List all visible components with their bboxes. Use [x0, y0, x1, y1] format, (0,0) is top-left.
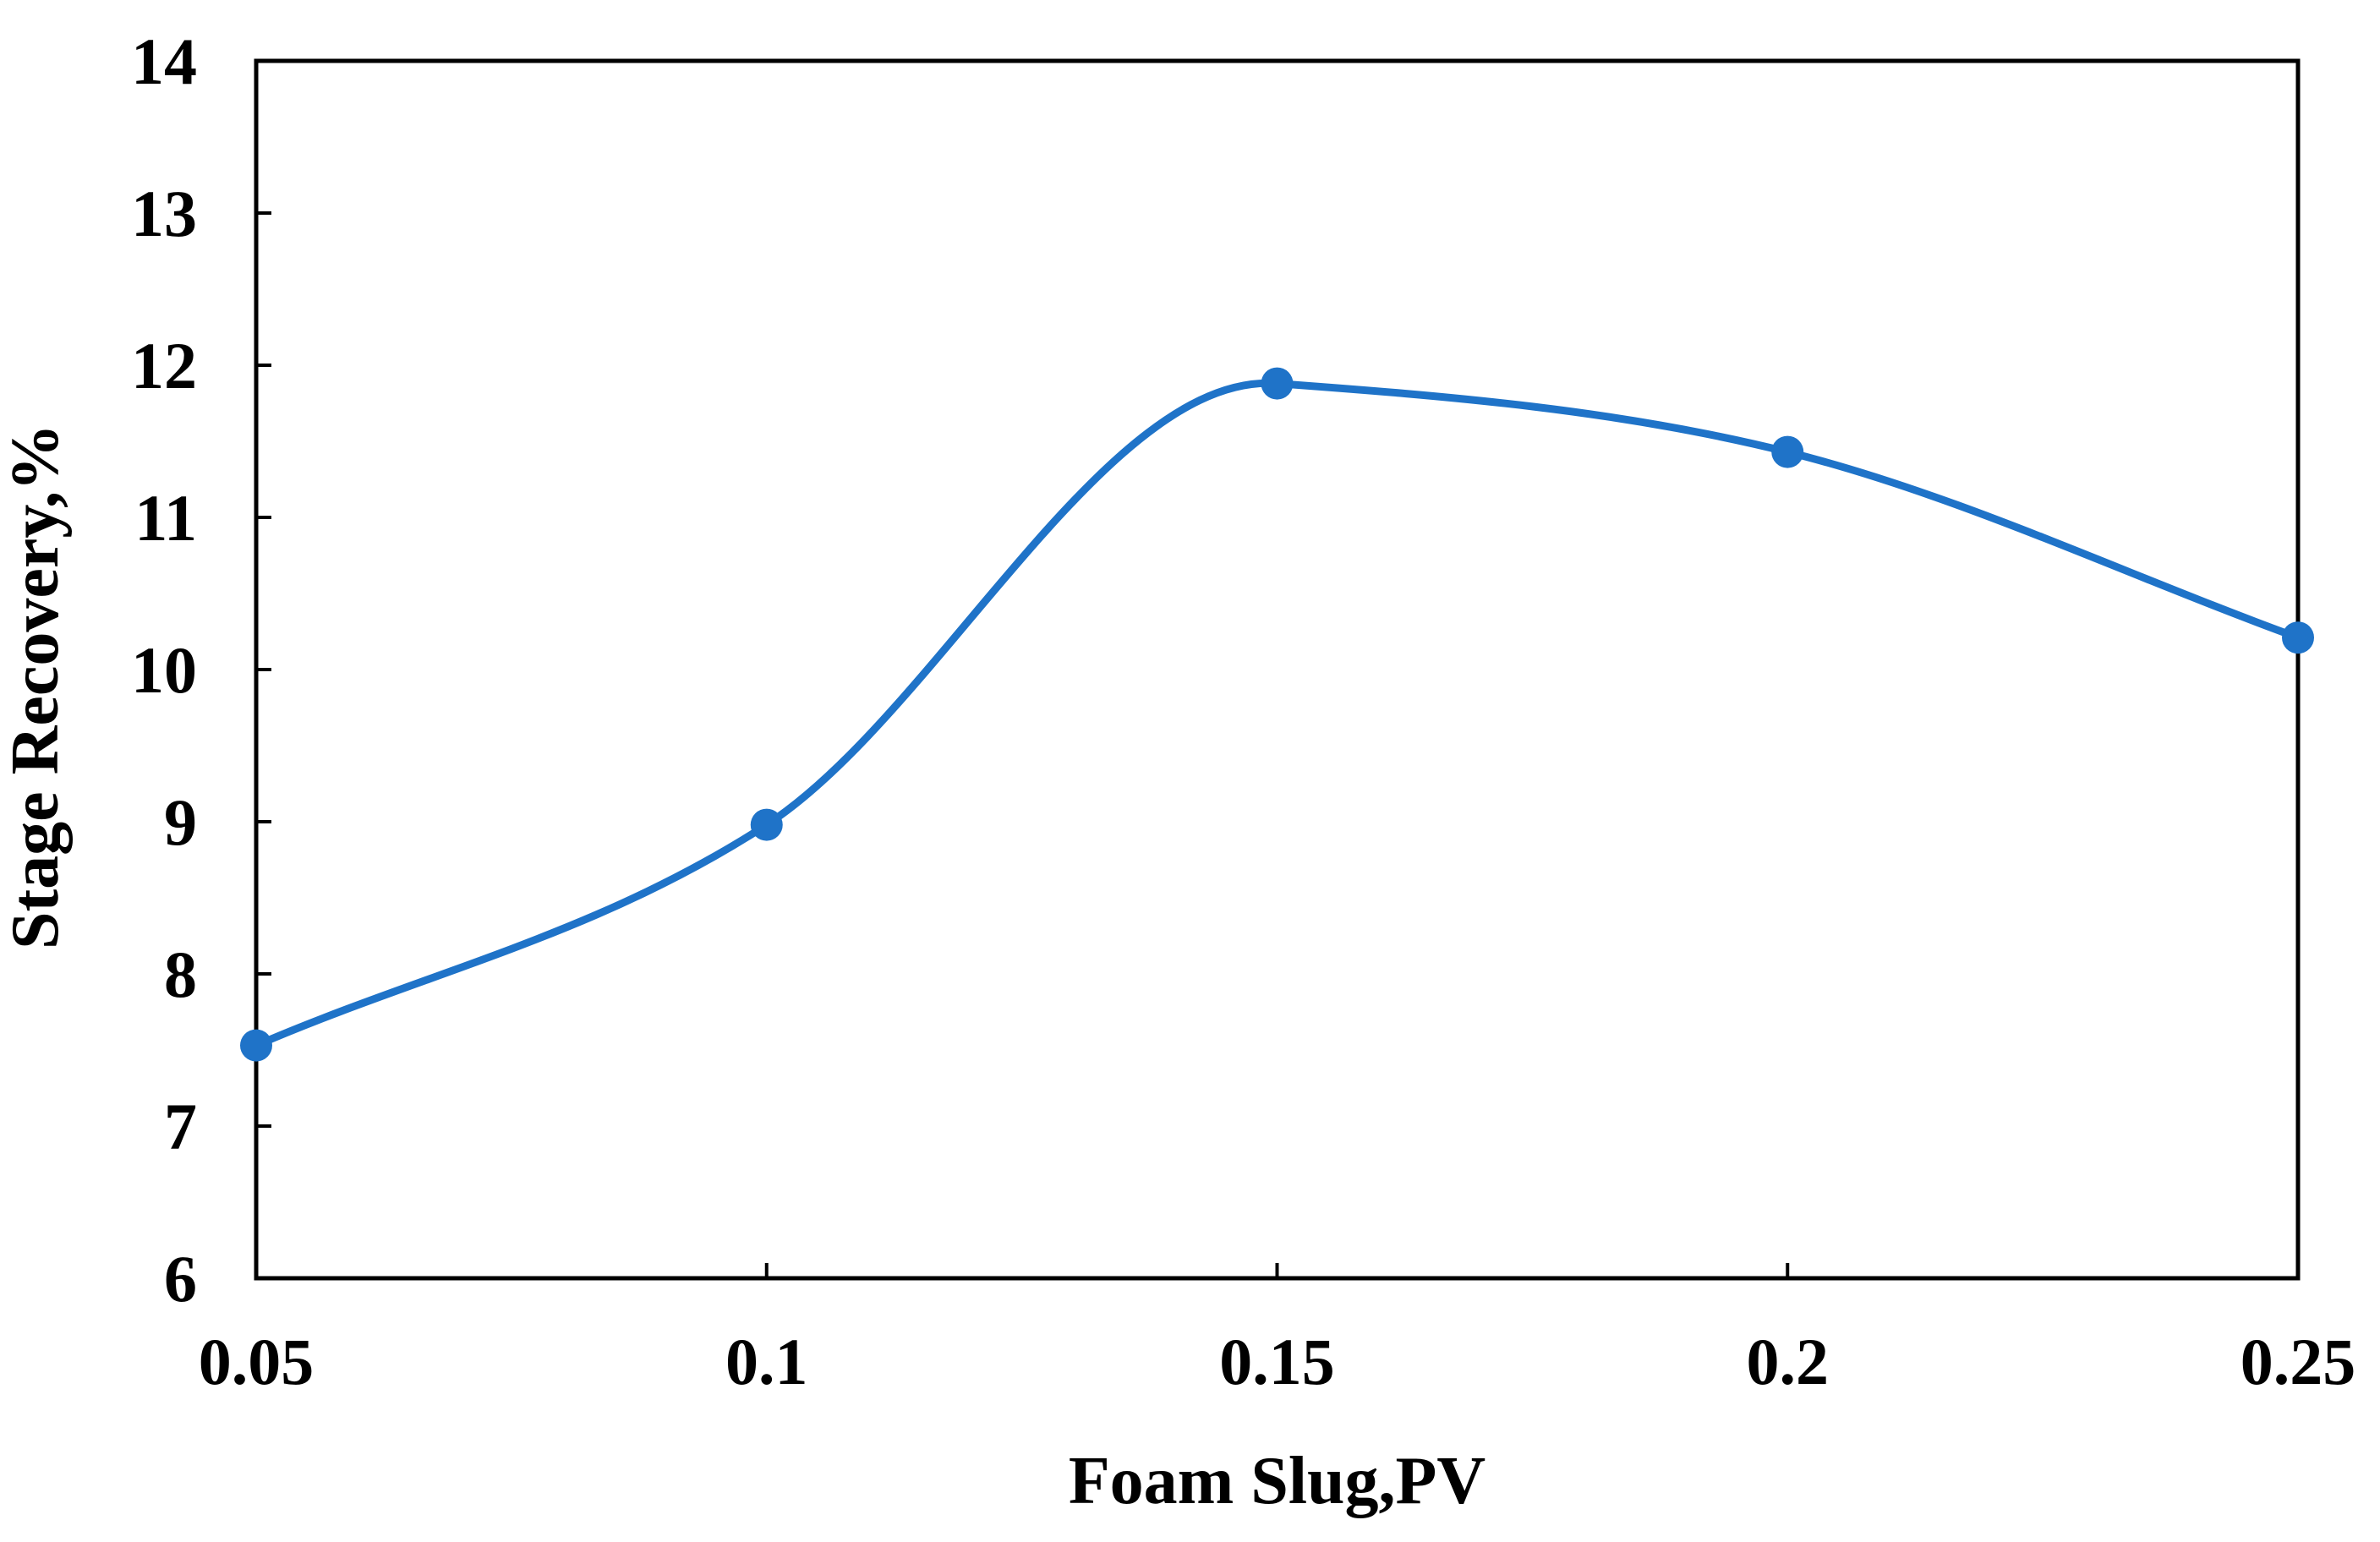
- series-layer: [240, 367, 2314, 1062]
- data-point: [240, 1029, 272, 1062]
- x-tick-label: 0.15: [1219, 1325, 1335, 1398]
- x-tick-label: 0.2: [1747, 1325, 1830, 1398]
- y-axis-title: Stage Recovery,%: [0, 424, 73, 949]
- x-tick-label: 0.05: [199, 1325, 315, 1398]
- data-point: [1771, 435, 1804, 468]
- y-tick-label: 14: [131, 25, 197, 98]
- y-tick-label: 10: [131, 633, 197, 707]
- y-tick-label: 7: [164, 1090, 197, 1163]
- y-tick-label: 6: [164, 1242, 197, 1315]
- y-tick-label: 13: [131, 177, 197, 250]
- y-tick-label: 9: [164, 785, 197, 859]
- x-tick-label: 0.1: [725, 1325, 808, 1398]
- data-point: [750, 808, 783, 841]
- x-axis-title: Foam Slug,PV: [1069, 1444, 1485, 1518]
- x-tick-label: 0.25: [2240, 1325, 2356, 1398]
- y-axis-ticks: 6 7 8 9 10 11 12 13 14: [131, 25, 271, 1315]
- x-axis-ticks: 0.05 0.1 0.15 0.2 0.25: [199, 1263, 2356, 1398]
- data-point: [2282, 621, 2314, 654]
- series-line: [252, 379, 2302, 1050]
- y-tick-label: 8: [164, 938, 197, 1011]
- y-tick-label: 11: [134, 481, 197, 555]
- data-point: [1261, 367, 1294, 400]
- y-tick-label: 12: [131, 329, 197, 402]
